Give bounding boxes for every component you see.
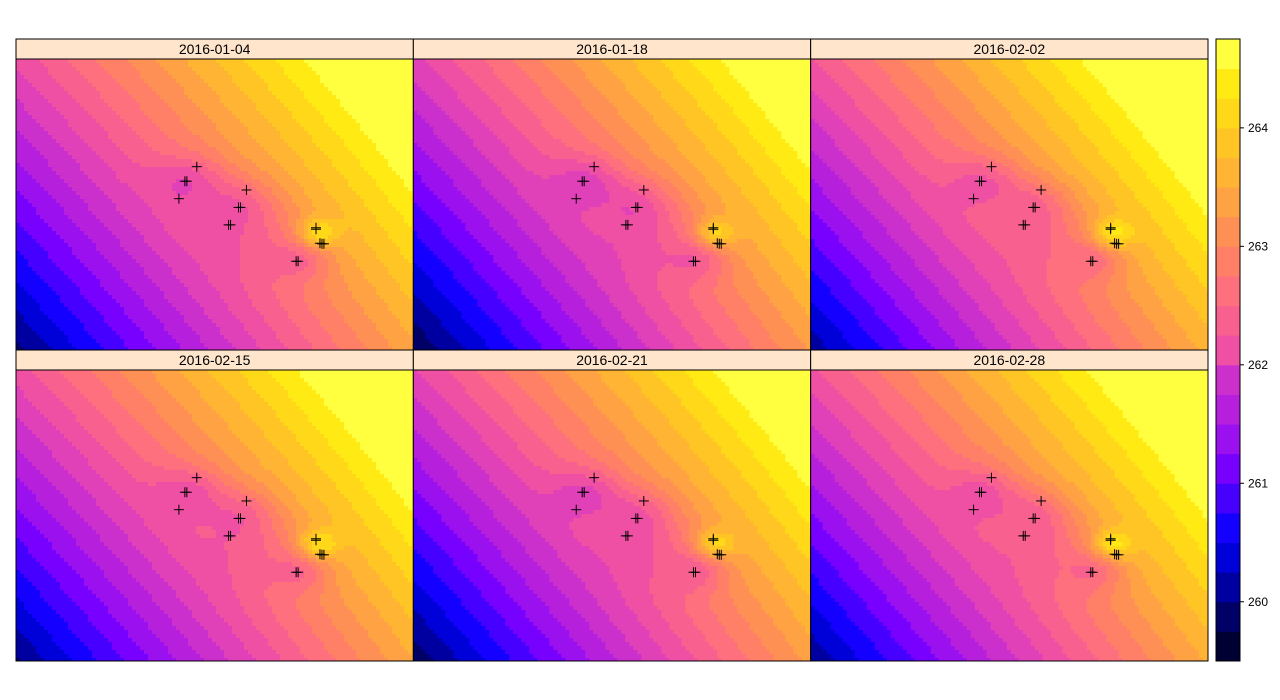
colorbar-bin [1216, 128, 1240, 158]
colorbar-bin [1216, 454, 1240, 484]
colorbar-bin [1216, 513, 1240, 543]
panel-title: 2016-01-18 [576, 41, 648, 57]
panel-title: 2016-02-28 [974, 352, 1046, 368]
panel-2016-02-15: 2016-02-15 [16, 350, 414, 662]
panel-title: 2016-01-04 [179, 41, 251, 57]
colorbar-bin [1216, 157, 1240, 187]
raster [413, 370, 811, 662]
colorbar-bin [1216, 543, 1240, 573]
colorbar-tick-label: 263 [1248, 239, 1268, 253]
panel-grid: 2016-01-04 2016-01-18 2016-02-02 2016-02-15… [16, 39, 1209, 662]
panel-2016-02-21: 2016-02-21 [413, 350, 811, 662]
raster [413, 59, 811, 351]
colorbar-bin [1216, 335, 1240, 365]
colorbar-bin [1216, 483, 1240, 513]
panel-title: 2016-02-21 [576, 352, 648, 368]
colorbar-tick-label: 261 [1248, 476, 1268, 490]
colorbar-bin [1216, 602, 1240, 632]
colorbar-bin [1216, 39, 1240, 69]
panel-2016-01-04: 2016-01-04 [16, 39, 414, 351]
colorbar-bin [1216, 365, 1240, 395]
panel-2016-02-28: 2016-02-28 [811, 350, 1209, 662]
colorbar-bin [1216, 424, 1240, 454]
colorbar-bin [1216, 572, 1240, 602]
panel-2016-01-18: 2016-01-18 [413, 39, 811, 351]
colorbar-bin [1216, 217, 1240, 247]
colorbar-bin [1216, 69, 1240, 99]
colorbar-bin [1216, 98, 1240, 128]
colorbar-bin [1216, 276, 1240, 306]
raster [811, 59, 1209, 351]
raster [16, 370, 414, 662]
raster [811, 370, 1209, 662]
colorbar-tick-label: 260 [1248, 595, 1268, 609]
colorbar-bin [1216, 246, 1240, 276]
raster [16, 59, 414, 351]
colorbar-bin [1216, 306, 1240, 336]
colorbar-bin [1216, 394, 1240, 424]
colorbar-bin [1216, 631, 1240, 661]
colorbar-tick-label: 264 [1248, 121, 1268, 135]
colorbar-bin [1216, 187, 1240, 217]
panel-title: 2016-02-02 [974, 41, 1046, 57]
panel-2016-02-02: 2016-02-02 [811, 39, 1209, 351]
colorbar-tick-label: 262 [1248, 358, 1268, 372]
panel-title: 2016-02-15 [179, 352, 251, 368]
colorbar: 260 261 262 263 264 [1216, 39, 1268, 662]
